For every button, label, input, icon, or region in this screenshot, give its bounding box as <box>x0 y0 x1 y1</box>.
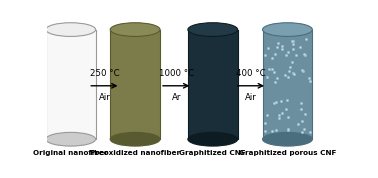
Point <box>301 128 307 131</box>
Point <box>299 130 305 133</box>
Point <box>279 47 285 50</box>
Point <box>299 68 305 71</box>
Point <box>276 114 282 117</box>
Point <box>278 100 284 103</box>
Point <box>298 107 304 110</box>
Bar <box>110 30 160 139</box>
Point <box>293 54 299 56</box>
Point <box>271 101 277 104</box>
Point <box>265 47 271 50</box>
Ellipse shape <box>263 132 312 146</box>
Bar <box>263 30 312 139</box>
Point <box>290 40 296 43</box>
Ellipse shape <box>263 23 312 36</box>
Point <box>266 67 272 70</box>
Text: Air: Air <box>245 93 257 102</box>
Point <box>301 53 307 56</box>
Point <box>282 74 288 77</box>
Point <box>285 116 291 119</box>
Point <box>290 72 296 75</box>
Ellipse shape <box>188 23 238 36</box>
Bar <box>46 30 96 139</box>
Point <box>306 77 312 80</box>
Text: Preoxidized nanofiber: Preoxidized nanofiber <box>90 150 180 156</box>
Point <box>285 128 291 131</box>
Point <box>297 46 303 49</box>
Point <box>283 53 289 56</box>
Point <box>300 69 306 72</box>
Point <box>288 39 294 42</box>
Ellipse shape <box>110 132 160 146</box>
Point <box>307 130 313 133</box>
Point <box>290 48 296 51</box>
Point <box>269 57 275 59</box>
Point <box>307 79 313 82</box>
Point <box>276 42 282 45</box>
Point <box>262 129 268 132</box>
Ellipse shape <box>46 132 96 146</box>
Point <box>283 108 289 111</box>
Point <box>276 116 282 119</box>
Point <box>285 76 291 78</box>
Point <box>264 113 270 116</box>
Point <box>262 54 268 56</box>
Text: 250 °C: 250 °C <box>90 69 119 78</box>
Point <box>302 113 308 116</box>
Point <box>285 127 291 130</box>
Bar <box>188 30 238 139</box>
Point <box>286 70 292 73</box>
Point <box>287 66 293 68</box>
Point <box>289 61 295 64</box>
Point <box>269 130 275 133</box>
Point <box>291 72 297 75</box>
Point <box>284 99 290 102</box>
Text: 1000 °C: 1000 °C <box>159 69 194 78</box>
Text: Ar: Ar <box>172 93 181 102</box>
Point <box>274 45 280 48</box>
Point <box>290 42 296 45</box>
Point <box>271 70 277 73</box>
Point <box>272 81 278 83</box>
Point <box>295 123 301 126</box>
Point <box>274 76 280 79</box>
Point <box>272 52 278 55</box>
Point <box>262 121 268 124</box>
Point <box>269 67 275 70</box>
Point <box>302 53 308 56</box>
Text: Air: Air <box>99 93 110 102</box>
Point <box>273 101 279 104</box>
Point <box>279 44 285 47</box>
Point <box>297 102 304 104</box>
Text: Original nanofiber: Original nanofiber <box>33 150 108 156</box>
Point <box>303 38 309 40</box>
Point <box>273 129 279 131</box>
Point <box>279 111 285 114</box>
Point <box>263 76 270 78</box>
Text: Graphitized porous CNF: Graphitized porous CNF <box>239 150 336 156</box>
Text: Graphitized CNF: Graphitized CNF <box>180 150 246 156</box>
Ellipse shape <box>188 132 238 146</box>
Point <box>299 120 305 122</box>
Text: 400 °C: 400 °C <box>236 69 266 78</box>
Ellipse shape <box>110 23 160 36</box>
Point <box>285 51 291 54</box>
Ellipse shape <box>46 23 96 36</box>
